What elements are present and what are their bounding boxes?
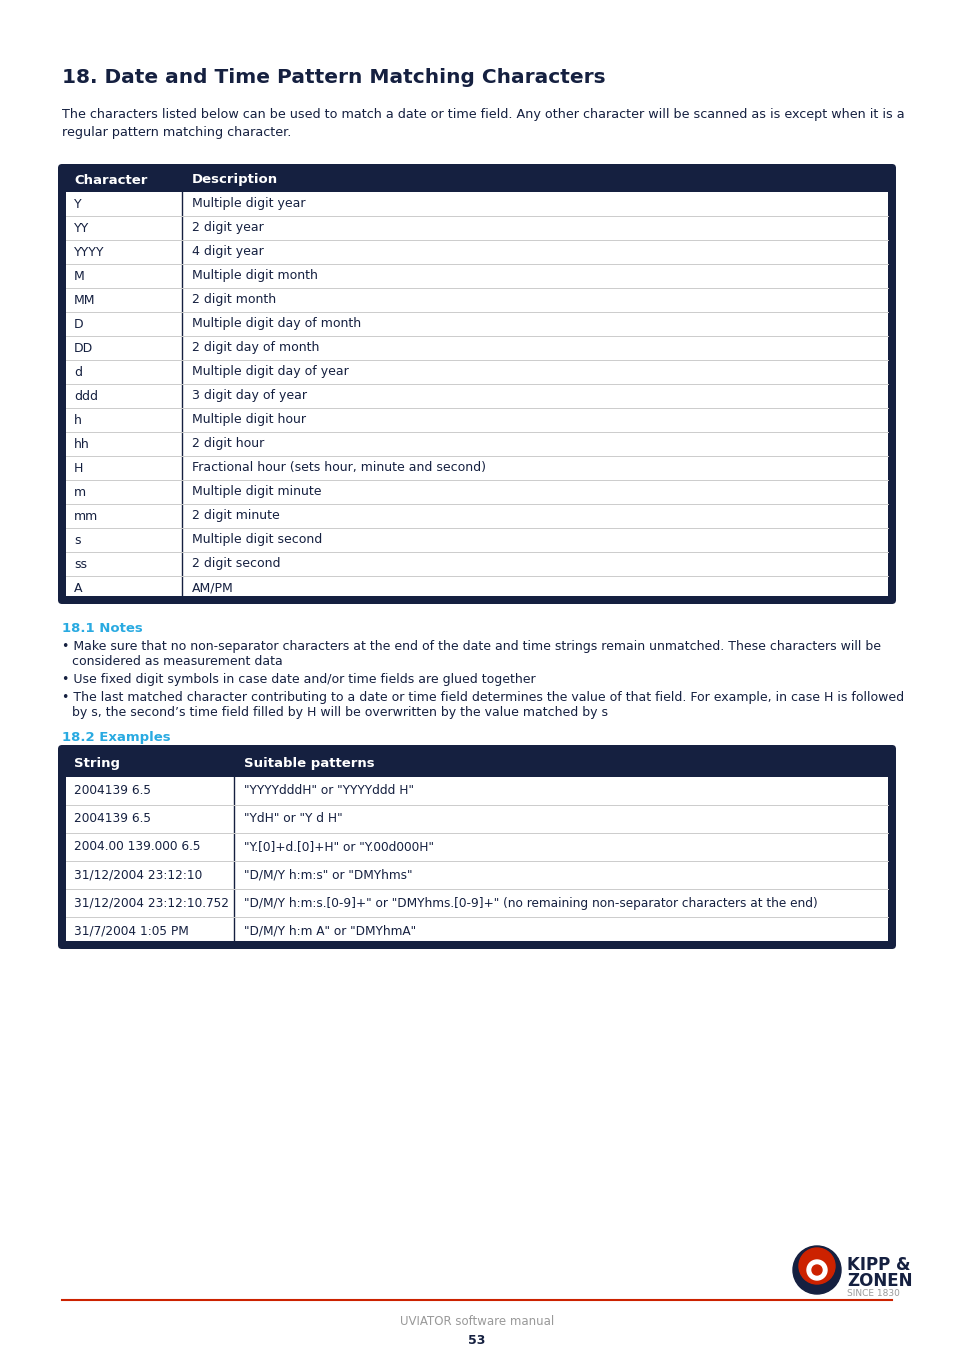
Text: "D/M/Y h:m:s" or "DMYhms": "D/M/Y h:m:s" or "DMYhms"	[244, 868, 412, 882]
Text: • The last matched character contributing to a date or time field determines the: • The last matched character contributin…	[62, 691, 903, 703]
Bar	[66, 778, 887, 941]
Circle shape	[811, 1265, 821, 1274]
Text: by s, the second’s time field filled by H will be overwritten by the value match: by s, the second’s time field filled by …	[71, 706, 607, 720]
Text: 2 digit minute: 2 digit minute	[192, 509, 279, 522]
Text: SINCE 1830: SINCE 1830	[846, 1289, 899, 1297]
FancyBboxPatch shape	[58, 163, 895, 603]
Text: Suitable patterns: Suitable patterns	[244, 756, 375, 770]
Text: YY: YY	[74, 221, 90, 235]
Text: m: m	[74, 486, 86, 498]
Text: regular pattern matching character.: regular pattern matching character.	[62, 126, 291, 139]
Text: D: D	[74, 317, 84, 331]
Text: 2 digit year: 2 digit year	[192, 221, 263, 235]
Text: 31/12/2004 23:12:10: 31/12/2004 23:12:10	[74, 868, 202, 882]
Text: hh: hh	[74, 437, 90, 451]
Text: "Y.[0]+d.[0]+H" or "Y.00d000H": "Y.[0]+d.[0]+H" or "Y.00d000H"	[244, 841, 434, 853]
Circle shape	[792, 1246, 841, 1295]
Text: 4 digit year: 4 digit year	[192, 246, 263, 258]
Text: Y: Y	[74, 197, 82, 211]
Text: DD: DD	[74, 342, 93, 355]
Text: 2004139 6.5: 2004139 6.5	[74, 813, 151, 825]
Text: 3 digit day of year: 3 digit day of year	[192, 390, 307, 402]
Text: Multiple digit second: Multiple digit second	[192, 533, 322, 547]
Text: • Use fixed digit symbols in case date and/or time fields are glued together: • Use fixed digit symbols in case date a…	[62, 674, 535, 686]
Text: mm: mm	[74, 509, 98, 522]
Text: 2004139 6.5: 2004139 6.5	[74, 784, 151, 798]
Text: Character: Character	[74, 174, 147, 186]
Text: Fractional hour (sets hour, minute and second): Fractional hour (sets hour, minute and s…	[192, 462, 485, 474]
Text: "D/M/Y h:m:s.[0-9]+" or "DMYhms.[0-9]+" (no remaining non-separator characters a: "D/M/Y h:m:s.[0-9]+" or "DMYhms.[0-9]+" …	[244, 896, 817, 910]
Text: Multiple digit day of month: Multiple digit day of month	[192, 317, 361, 331]
Text: Multiple digit year: Multiple digit year	[192, 197, 305, 211]
Text: considered as measurement data: considered as measurement data	[71, 655, 282, 668]
Text: UVIATOR software manual: UVIATOR software manual	[399, 1315, 554, 1328]
Text: s: s	[74, 533, 80, 547]
Text: "D/M/Y h:m A" or "DMYhmA": "D/M/Y h:m A" or "DMYhmA"	[244, 925, 416, 937]
Text: "YdH" or "Y d H": "YdH" or "Y d H"	[244, 813, 342, 825]
Text: Multiple digit day of year: Multiple digit day of year	[192, 366, 349, 378]
Text: ddd: ddd	[74, 390, 98, 402]
Text: Multiple digit minute: Multiple digit minute	[192, 486, 321, 498]
Bar	[66, 171, 887, 192]
Text: 18.2 Examples: 18.2 Examples	[62, 730, 171, 744]
Text: The characters listed below can be used to match a date or time field. Any other: The characters listed below can be used …	[62, 108, 903, 122]
Text: 18. Date and Time Pattern Matching Characters: 18. Date and Time Pattern Matching Chara…	[62, 68, 605, 86]
Text: 53: 53	[468, 1334, 485, 1347]
Text: YYYY: YYYY	[74, 246, 105, 258]
Text: H: H	[74, 462, 83, 474]
Text: • Make sure that no non-separator characters at the end of the date and time str: • Make sure that no non-separator charac…	[62, 640, 880, 653]
Text: String: String	[74, 756, 120, 770]
Bar	[66, 753, 887, 778]
Text: KIPP &: KIPP &	[846, 1256, 909, 1274]
Text: d: d	[74, 366, 82, 378]
Text: 31/7/2004 1:05 PM: 31/7/2004 1:05 PM	[74, 925, 189, 937]
Text: MM: MM	[74, 293, 95, 306]
Text: Description: Description	[192, 174, 278, 186]
Text: 2 digit second: 2 digit second	[192, 558, 280, 571]
Text: A: A	[74, 582, 82, 594]
Text: Multiple digit month: Multiple digit month	[192, 270, 317, 282]
Text: 31/12/2004 23:12:10.752: 31/12/2004 23:12:10.752	[74, 896, 229, 910]
Text: 2 digit day of month: 2 digit day of month	[192, 342, 319, 355]
Text: h: h	[74, 413, 82, 427]
Text: M: M	[74, 270, 85, 282]
Bar	[66, 192, 887, 595]
Text: Multiple digit hour: Multiple digit hour	[192, 413, 306, 427]
Text: ZONEN: ZONEN	[846, 1272, 911, 1291]
Text: ss: ss	[74, 558, 87, 571]
Text: 2 digit hour: 2 digit hour	[192, 437, 264, 451]
Text: 18.1 Notes: 18.1 Notes	[62, 622, 143, 634]
FancyBboxPatch shape	[58, 745, 895, 949]
Text: AM/PM: AM/PM	[192, 582, 233, 594]
Text: 2004.00 139.000 6.5: 2004.00 139.000 6.5	[74, 841, 200, 853]
Circle shape	[806, 1260, 826, 1280]
Text: 2 digit month: 2 digit month	[192, 293, 275, 306]
Circle shape	[799, 1247, 834, 1284]
Text: "YYYYdddH" or "YYYYddd H": "YYYYdddH" or "YYYYddd H"	[244, 784, 414, 798]
